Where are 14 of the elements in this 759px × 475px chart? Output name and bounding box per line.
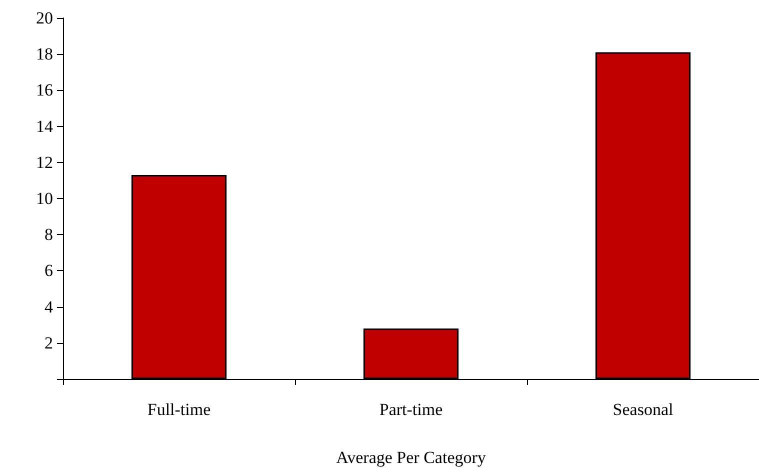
y-tick-label: 6	[44, 261, 53, 280]
x-tick-label: Full-time	[147, 400, 211, 419]
x-tick-label: Seasonal	[612, 400, 674, 419]
y-tick-label: 2	[44, 333, 53, 352]
x-tick-label: Part-time	[379, 400, 443, 419]
y-tick-label: 14	[36, 116, 54, 136]
x-axis-title: Average Per Category	[336, 448, 486, 467]
y-tick-label: 18	[36, 44, 53, 64]
y-tick-label: 10	[36, 189, 53, 208]
y-tick-label: 4	[44, 297, 54, 316]
y-tick-label: 12	[36, 152, 53, 172]
y-tick-label: 8	[44, 225, 53, 244]
y-tick-label: 20	[36, 8, 53, 28]
y-tick-label: 16	[36, 80, 53, 100]
